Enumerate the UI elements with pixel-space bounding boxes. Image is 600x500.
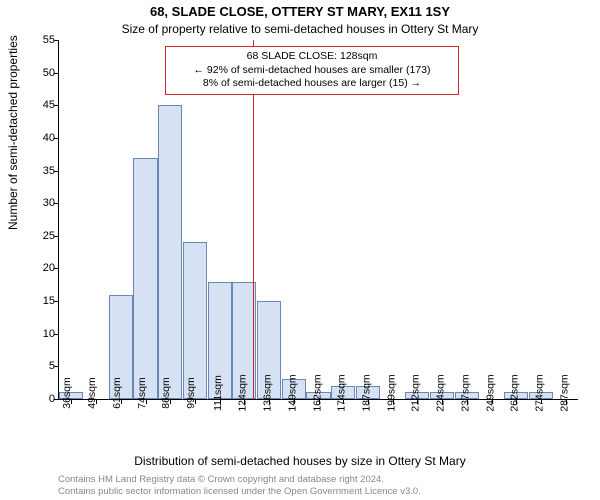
annotation-line-2: ← 92% of semi-detached houses are smalle… [172, 64, 452, 78]
y-tick-mark [54, 399, 59, 400]
x-tick-label: 36sqm [61, 377, 73, 409]
x-tick-label: 199sqm [385, 374, 397, 411]
y-tick-mark [54, 171, 59, 172]
y-tick-label: 10 [25, 328, 55, 340]
y-tick-label: 20 [25, 262, 55, 274]
x-tick-label: 262sqm [509, 374, 521, 411]
x-tick-label: 212sqm [410, 374, 422, 411]
y-tick-mark [54, 236, 59, 237]
histogram-bar [183, 242, 207, 399]
y-tick-mark [54, 203, 59, 204]
y-tick-mark [54, 366, 59, 367]
y-tick-mark [54, 334, 59, 335]
y-tick-mark [54, 138, 59, 139]
annotation-line-3: 8% of semi-detached houses are larger (1… [172, 77, 452, 91]
x-tick-label: 274sqm [534, 374, 546, 411]
annotation-line-1: 68 SLADE CLOSE: 128sqm [172, 50, 452, 64]
footer-line-2: Contains public sector information licen… [58, 486, 421, 498]
x-tick-label: 237sqm [459, 374, 471, 411]
y-tick-mark [54, 301, 59, 302]
x-tick-label: 162sqm [311, 374, 323, 411]
y-tick-mark [54, 40, 59, 41]
data-attribution: Contains HM Land Registry data © Crown c… [58, 474, 421, 498]
y-tick-label: 55 [25, 34, 55, 46]
x-tick-label: 86sqm [160, 377, 172, 409]
x-tick-label: 187sqm [361, 374, 373, 411]
x-tick-label: 249sqm [484, 374, 496, 411]
x-tick-label: 149sqm [286, 374, 298, 411]
chart-subtitle: Size of property relative to semi-detach… [0, 22, 600, 36]
y-tick-label: 25 [25, 230, 55, 242]
x-tick-label: 174sqm [336, 374, 348, 411]
y-tick-mark [54, 105, 59, 106]
y-tick-label: 15 [25, 295, 55, 307]
histogram-bar [158, 105, 182, 399]
y-tick-label: 45 [25, 99, 55, 111]
histogram-bar [133, 158, 157, 400]
y-tick-mark [54, 73, 59, 74]
plot-area: 051015202530354045505536sqm49sqm61sqm74s… [58, 40, 578, 400]
x-axis-label: Distribution of semi-detached houses by … [0, 454, 600, 468]
chart-title-address: 68, SLADE CLOSE, OTTERY ST MARY, EX11 1S… [0, 4, 600, 19]
property-size-chart: 68, SLADE CLOSE, OTTERY ST MARY, EX11 1S… [0, 0, 600, 500]
y-axis-label: Number of semi-detached properties [6, 35, 20, 230]
annotation-box: 68 SLADE CLOSE: 128sqm← 92% of semi-deta… [165, 46, 459, 95]
y-tick-label: 40 [25, 132, 55, 144]
x-tick-label: 111sqm [212, 375, 224, 411]
y-tick-label: 35 [25, 165, 55, 177]
x-tick-label: 287sqm [558, 374, 570, 411]
y-tick-mark [54, 268, 59, 269]
x-tick-label: 136sqm [262, 374, 274, 411]
y-tick-label: 30 [25, 197, 55, 209]
x-tick-label: 224sqm [435, 374, 447, 411]
x-tick-label: 74sqm [135, 377, 147, 409]
x-tick-label: 61sqm [111, 377, 123, 409]
y-tick-label: 0 [25, 393, 55, 405]
footer-line-1: Contains HM Land Registry data © Crown c… [58, 474, 421, 486]
x-tick-label: 49sqm [86, 377, 98, 409]
x-tick-label: 124sqm [237, 374, 249, 411]
x-tick-label: 99sqm [185, 377, 197, 409]
y-tick-label: 5 [25, 360, 55, 372]
y-tick-label: 50 [25, 67, 55, 79]
